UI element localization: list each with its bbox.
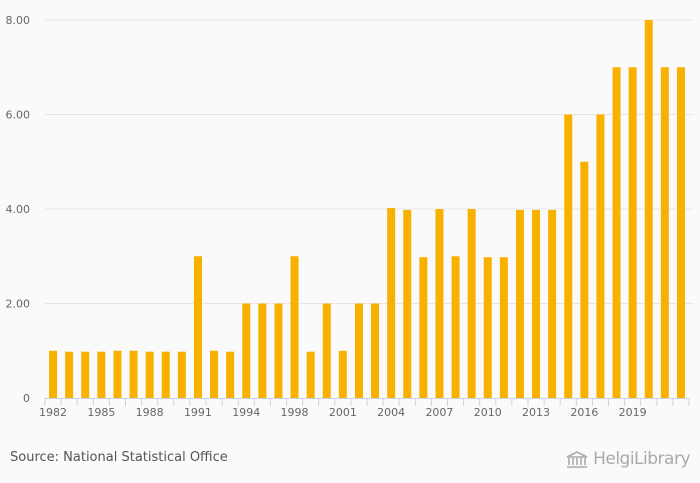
bar-2004 (403, 209, 412, 398)
x-tick-label: 2007 (425, 406, 453, 419)
bar-1988 (145, 351, 154, 398)
bar-1996 (274, 303, 283, 398)
bar-2015 (580, 161, 589, 398)
x-tick-label: 1985 (87, 406, 115, 419)
x-tick-label: 1998 (281, 406, 309, 419)
x-tick-label: 2001 (329, 406, 357, 419)
bar-2000 (338, 350, 347, 398)
bar-2010 (499, 257, 508, 398)
bar-2005 (419, 257, 428, 398)
bar-2017 (612, 67, 621, 398)
bar-1992 (210, 350, 219, 398)
logo-text: HelgiLibrary (593, 449, 690, 469)
bar-2016 (596, 114, 605, 398)
y-tick-label: 2.00 (6, 298, 31, 311)
library-building-icon (566, 451, 588, 468)
bar-2011 (515, 209, 524, 398)
bar-1991 (193, 256, 202, 398)
bar-1987 (129, 350, 138, 398)
bar-1982 (49, 350, 58, 398)
x-tick-label: 2016 (570, 406, 598, 419)
bar-1984 (81, 351, 90, 398)
bar-1989 (161, 351, 170, 398)
x-tick-label: 1994 (232, 406, 260, 419)
helgi-library-logo[interactable]: HelgiLibrary (565, 449, 690, 469)
bar-2007 (451, 256, 460, 398)
bar-2019 (644, 20, 653, 398)
x-tick-label: 1991 (184, 406, 212, 419)
bar-2001 (354, 303, 363, 398)
bar-2003 (387, 208, 396, 398)
bar-1995 (258, 303, 267, 398)
y-tick-label: 6.00 (6, 109, 31, 122)
x-tick-label: 2010 (474, 406, 502, 419)
x-tick-label: 2013 (522, 406, 550, 419)
bar-2021 (676, 67, 685, 398)
y-tick-label: 8.00 (6, 14, 31, 27)
bar-1983 (65, 351, 74, 398)
bar-1997 (290, 256, 299, 398)
bar-2006 (435, 209, 444, 398)
y-tick-label: 4.00 (6, 203, 31, 216)
x-tick-label: 1982 (39, 406, 67, 419)
bar-2009 (483, 257, 492, 398)
bar-2018 (628, 67, 637, 398)
bar-1999 (322, 303, 331, 398)
bar-2013 (548, 209, 557, 398)
bar-2008 (467, 209, 476, 398)
bar-1986 (113, 350, 122, 398)
x-tick-label: 2004 (377, 406, 405, 419)
bar-2014 (564, 114, 573, 398)
x-tick-label: 1988 (136, 406, 164, 419)
bar-2012 (532, 209, 541, 398)
bar-chart: 0 2.00 4.00 6.00 8.00 1982 1985 1988 1991 1994 199… (6, 14, 694, 419)
bar-2002 (371, 303, 380, 398)
bar-1998 (306, 351, 315, 398)
bar-2020 (660, 67, 669, 398)
bar-1990 (177, 351, 186, 398)
y-tick-label: 0 (23, 392, 30, 405)
bar-1994 (242, 303, 251, 398)
source-note: Source: National Statistical Office (10, 450, 228, 465)
bar-1993 (226, 351, 235, 398)
bar-1985 (97, 351, 106, 398)
x-tick-label: 2019 (619, 406, 647, 419)
